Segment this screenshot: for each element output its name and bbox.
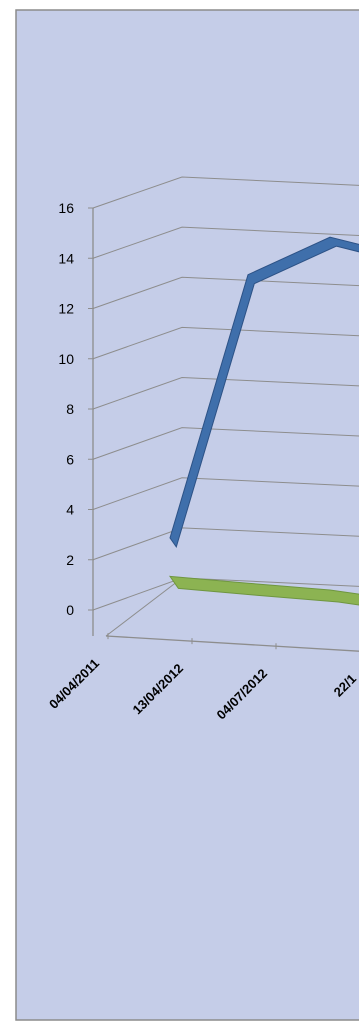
y-tick-label: 0	[66, 602, 74, 618]
gridline	[92, 276, 359, 309]
y-tick-label: 16	[58, 200, 74, 216]
x-axis-line	[105, 635, 359, 652]
axes	[88, 207, 359, 652]
gridline	[92, 326, 359, 360]
gridline	[92, 376, 359, 410]
y-tick-label: 10	[58, 351, 74, 367]
y-tick-label: 6	[66, 451, 74, 467]
gridline	[92, 176, 359, 209]
y-tick-label: 2	[66, 552, 74, 568]
series-line-blue	[169, 236, 359, 549]
y-tick-label: 14	[58, 250, 74, 266]
floor-depth-line	[105, 577, 183, 637]
gridline	[92, 477, 359, 510]
gridline	[92, 226, 359, 259]
series-line-green	[168, 575, 359, 606]
y-tick-label: 12	[58, 301, 74, 317]
plot-background	[15, 9, 359, 1021]
y-tick-label: 8	[66, 401, 74, 417]
series-layer	[168, 236, 359, 606]
y-tick-label: 4	[66, 502, 74, 518]
gridline	[92, 427, 359, 460]
